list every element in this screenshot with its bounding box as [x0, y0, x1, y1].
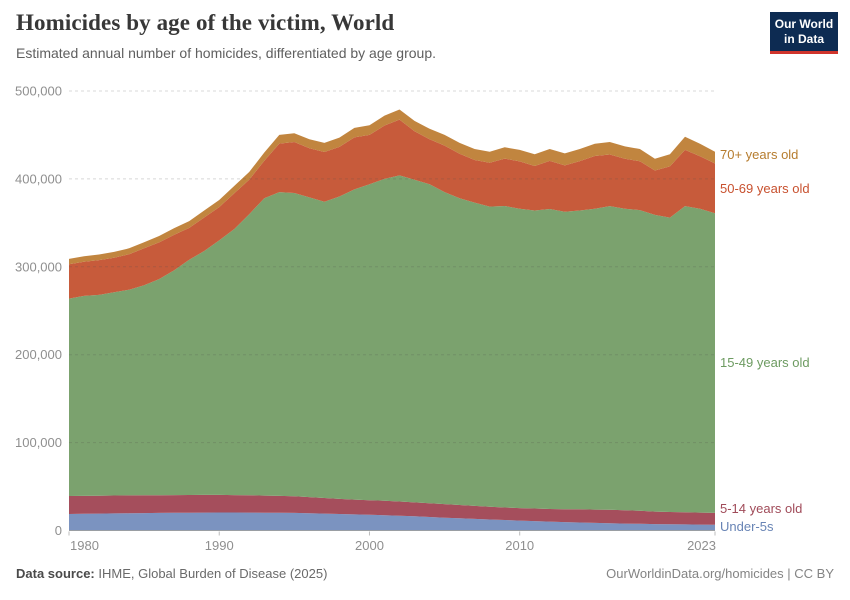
- y-tick-label: 0: [55, 523, 62, 538]
- series-label-70plus[interactable]: 70+ years old: [720, 147, 799, 162]
- series-label-5-14[interactable]: 5-14 years old: [720, 501, 803, 516]
- series-label-50-69[interactable]: 50-69 years old: [720, 181, 810, 196]
- area-5-14-years-old[interactable]: [69, 494, 715, 525]
- y-tick-label: 400,000: [15, 171, 62, 186]
- area-50-69-years-old[interactable]: [69, 119, 715, 299]
- data-source-label: Data source:: [16, 566, 95, 581]
- page-title: Homicides by age of the victim, World: [16, 10, 395, 35]
- y-tick-label: 300,000: [15, 259, 62, 274]
- owid-logo-line1: Our World: [774, 17, 834, 31]
- x-tick-label: 2010: [505, 538, 534, 553]
- x-tick-label: 2023: [687, 538, 716, 553]
- x-tick-label: 1990: [205, 538, 234, 553]
- x-tick-label: 2000: [355, 538, 384, 553]
- area-70-years-old[interactable]: [69, 109, 715, 265]
- y-tick-label: 500,000: [15, 84, 62, 99]
- data-source-text: Data source: IHME, Global Burden of Dise…: [16, 566, 327, 581]
- series-label-under5[interactable]: Under-5s: [720, 519, 774, 534]
- credit-link[interactable]: OurWorldinData.org/homicides | CC BY: [606, 566, 834, 581]
- chart-header: Homicides by age of the victim, World Es…: [16, 8, 756, 62]
- page-subtitle: Estimated annual number of homicides, di…: [16, 44, 436, 61]
- owid-logo[interactable]: Our World in Data: [770, 12, 838, 54]
- data-source-value: IHME, Global Burden of Disease (2025): [94, 566, 328, 581]
- chart-footer: Data source: IHME, Global Burden of Dise…: [16, 566, 834, 581]
- area-15-49-years-old[interactable]: [69, 175, 715, 513]
- owid-logo-line2: in Data: [783, 32, 824, 46]
- x-tick-label: 1980: [70, 538, 99, 553]
- series-label-15-49[interactable]: 15-49 years old: [720, 355, 810, 370]
- y-tick-label: 100,000: [15, 435, 62, 450]
- area-under-5s[interactable]: [69, 512, 715, 531]
- y-tick-label: 200,000: [15, 347, 62, 362]
